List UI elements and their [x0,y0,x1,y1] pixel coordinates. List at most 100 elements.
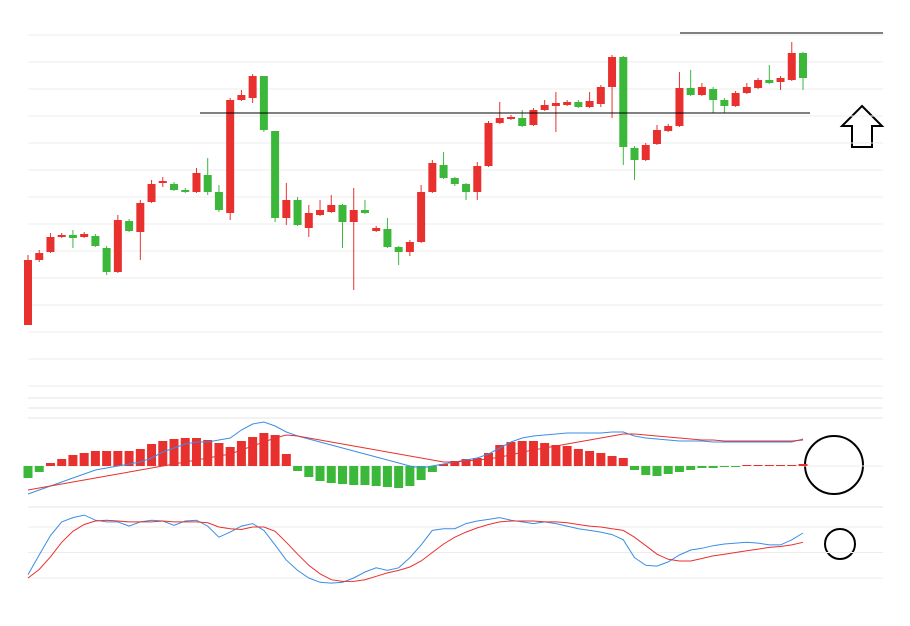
candle-body [271,131,280,218]
candle-body [608,57,617,87]
candle-body [293,200,302,225]
candle-body [585,101,594,107]
candle-body [259,76,268,130]
candle-body [405,242,414,252]
histogram-bar [416,466,426,480]
candle-body [360,210,369,213]
histogram-bar [731,466,741,467]
candle-body [664,126,673,131]
histogram-bar [719,466,729,467]
candle-body [237,95,246,100]
histogram-bar [124,451,134,466]
line-series [27,514,804,584]
candle-body [551,103,560,106]
histogram-bar [371,466,381,486]
histogram-bar [607,456,617,466]
candle-body [417,192,426,242]
candle-body [641,145,650,160]
candle-body [731,93,740,106]
histogram-bar [697,466,707,468]
histogram-bar [225,447,235,466]
histogram-bar [360,466,370,485]
candle-body [170,184,179,190]
line-series [27,421,804,495]
candle-body [113,220,122,272]
candle-body [742,87,751,93]
histogram-bar [674,466,684,472]
candle-body [102,248,111,272]
histogram-bar [562,446,572,466]
candle-body [304,213,313,228]
candle-body [282,200,291,218]
histogram-bar [214,443,224,466]
candle-body [697,87,706,95]
candle-body [338,205,347,222]
candle-body [709,89,718,100]
candle-body [226,100,235,213]
histogram-bar [158,441,168,466]
candle-body [316,210,325,215]
histogram-bar [236,441,246,466]
candle-body [596,87,605,104]
up-arrow [839,104,885,148]
histogram-bar [191,438,201,466]
candle-body [394,247,403,252]
candle-body [686,88,695,95]
histogram-bar [596,453,606,466]
histogram-bar [506,442,516,466]
histogram-bar [337,466,347,484]
candle-body [91,236,100,246]
candle-body [57,235,66,237]
histogram-bar [663,466,673,474]
histogram-bar [472,458,482,466]
line-series [27,519,804,582]
candle-body [518,118,527,126]
candle-body [372,228,381,231]
histogram-bar [585,451,595,466]
candle-body [484,123,493,166]
candle-body [529,110,538,125]
candle-body [450,178,459,184]
histogram-bar [742,465,752,466]
histogram-bar [259,433,269,466]
histogram-bar [349,466,359,485]
candle-body [574,102,583,107]
histogram-bar [23,466,33,478]
histogram-bar [270,435,280,466]
candle-body [46,237,55,252]
histogram-bar [764,465,774,466]
histogram-bar [495,445,505,466]
histogram-bar [528,441,538,466]
candle-body [214,192,223,210]
candle-body [147,184,156,202]
histogram-bar [652,466,662,476]
histogram-bar [147,444,157,466]
histogram-bar [540,443,550,466]
histogram-bar [427,466,437,472]
candle-body [181,190,190,192]
candle-body [495,118,504,123]
candle-body [776,78,785,82]
candle-body [248,76,257,98]
histogram-bar [203,440,213,466]
candle-body [327,205,336,212]
histogram-bar [776,465,786,466]
histogram-bar [57,459,67,466]
candle-body [506,117,515,119]
candle-body [24,260,32,325]
candle-body [203,175,212,192]
histogram-bar [686,466,696,470]
histogram-bar [630,466,640,470]
histogram-bar [79,453,89,466]
circle-marker [804,435,864,495]
histogram-bar [135,449,145,466]
candle-body [68,235,77,238]
candle-body [158,181,167,183]
candle-body [349,210,358,222]
histogram-bar [304,466,314,477]
histogram-bar [180,438,190,466]
candle-body [383,229,392,247]
candle-body [540,105,549,110]
candle-body [439,165,448,178]
